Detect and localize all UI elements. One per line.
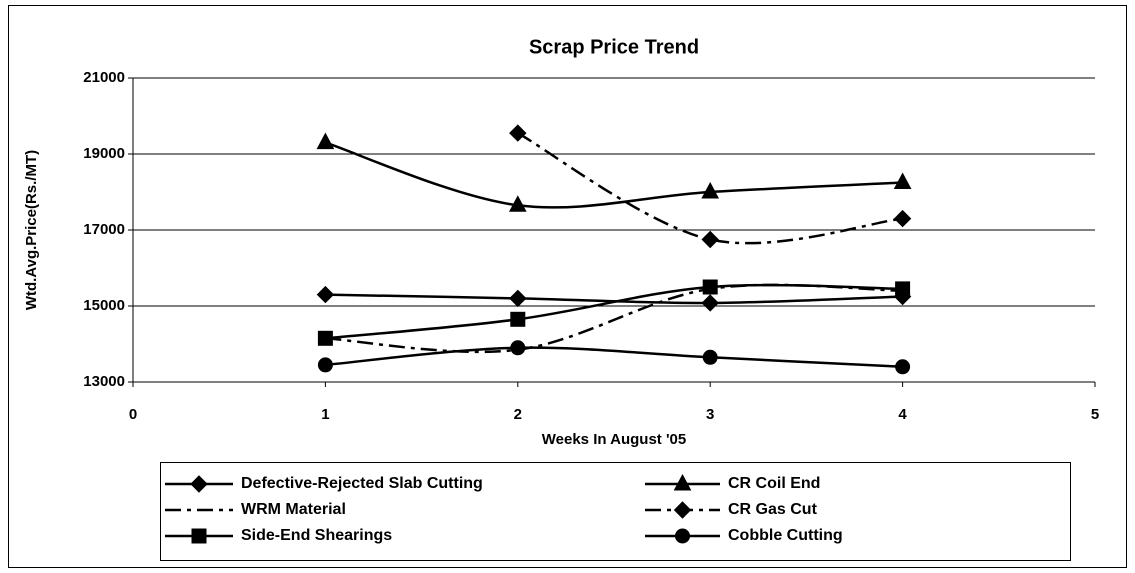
marker-circle — [702, 349, 718, 365]
legend-label: Side-End Shearings — [241, 527, 392, 544]
marker-square — [191, 528, 207, 544]
marker-diamond — [190, 475, 208, 493]
series-line — [325, 346, 903, 369]
x-tick-label: 1 — [321, 406, 329, 423]
marker-diamond — [673, 501, 692, 519]
marker-square — [317, 330, 333, 346]
series-line — [325, 141, 903, 209]
legend-box — [160, 462, 1071, 561]
chart-title: Scrap Price Trend — [529, 36, 699, 58]
marker-triangle — [316, 132, 335, 150]
marker-square — [510, 311, 526, 327]
y-axis-label: Wtd.Avg.Price(Rs./MT) — [23, 150, 40, 310]
marker-diamond — [316, 285, 335, 304]
legend-label: Defective-Rejected Slab Cutting — [241, 475, 483, 492]
x-tick-label: 2 — [514, 406, 522, 423]
marker-circle — [510, 340, 526, 356]
y-tick-label: 19000 — [83, 145, 125, 162]
marker-circle — [317, 357, 333, 373]
series-line — [325, 283, 903, 340]
marker-triangle — [701, 181, 720, 199]
marker-diamond — [701, 230, 719, 249]
series-line — [517, 132, 903, 245]
legend-label: CR Gas Cut — [728, 501, 818, 518]
x-tick-label: 5 — [1091, 406, 1099, 423]
marker-triangle — [673, 473, 692, 491]
y-tick-label: 13000 — [83, 373, 125, 390]
legend-label: WRM Material — [241, 501, 346, 518]
y-tick-label: 15000 — [83, 297, 125, 314]
x-tick-label: 4 — [898, 406, 907, 423]
marker-circle — [675, 528, 690, 544]
marker-diamond — [509, 124, 527, 142]
marker-diamond — [509, 289, 527, 308]
series-line — [325, 283, 903, 354]
marker-diamond — [893, 209, 912, 228]
y-tick-label: 17000 — [83, 221, 125, 238]
marker-square — [702, 279, 718, 295]
x-tick-label: 0 — [129, 406, 137, 423]
x-tick-label: 3 — [706, 406, 714, 423]
legend-label: Cobble Cutting — [728, 527, 843, 544]
marker-diamond — [701, 294, 719, 312]
marker-triangle — [508, 195, 527, 212]
x-axis-label: Weeks In August '05 — [542, 431, 686, 448]
y-tick-label: 21000 — [83, 69, 125, 86]
legend-label: CR Coil End — [728, 475, 820, 492]
marker-triangle — [893, 172, 912, 189]
marker-square — [895, 281, 911, 297]
marker-circle — [895, 359, 911, 375]
